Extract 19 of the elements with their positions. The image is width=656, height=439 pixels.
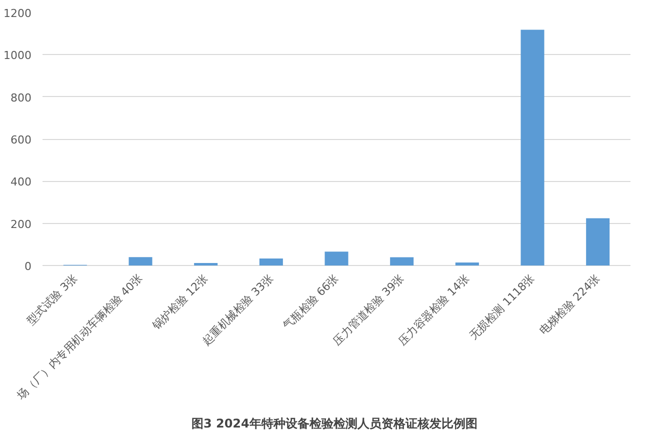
x-tick-label: 锅炉检验 12张 bbox=[149, 272, 210, 334]
bar bbox=[390, 257, 414, 266]
bar bbox=[324, 252, 348, 266]
x-tick-label: 气瓶检验 66张 bbox=[280, 272, 342, 332]
x-tick-label: 型式试验 3张 bbox=[24, 272, 80, 328]
y-tick-label: 600 bbox=[10, 134, 32, 146]
text: 图3 2024年特种设备检验检测人员资格证核发比例图 bbox=[191, 416, 478, 430]
bar bbox=[520, 30, 544, 266]
y-tick-label: 1200 bbox=[4, 7, 32, 20]
bar bbox=[128, 257, 152, 266]
bar bbox=[194, 262, 218, 266]
y-tick-label: 0 bbox=[24, 260, 32, 273]
y-tick-label: 400 bbox=[10, 176, 32, 189]
y-tick-label: 1000 bbox=[4, 49, 32, 62]
bar bbox=[586, 218, 610, 266]
bar bbox=[455, 262, 479, 266]
bar bbox=[259, 258, 283, 266]
y-tick-label: 200 bbox=[10, 218, 32, 231]
y-tick-label: 800 bbox=[10, 91, 32, 104]
